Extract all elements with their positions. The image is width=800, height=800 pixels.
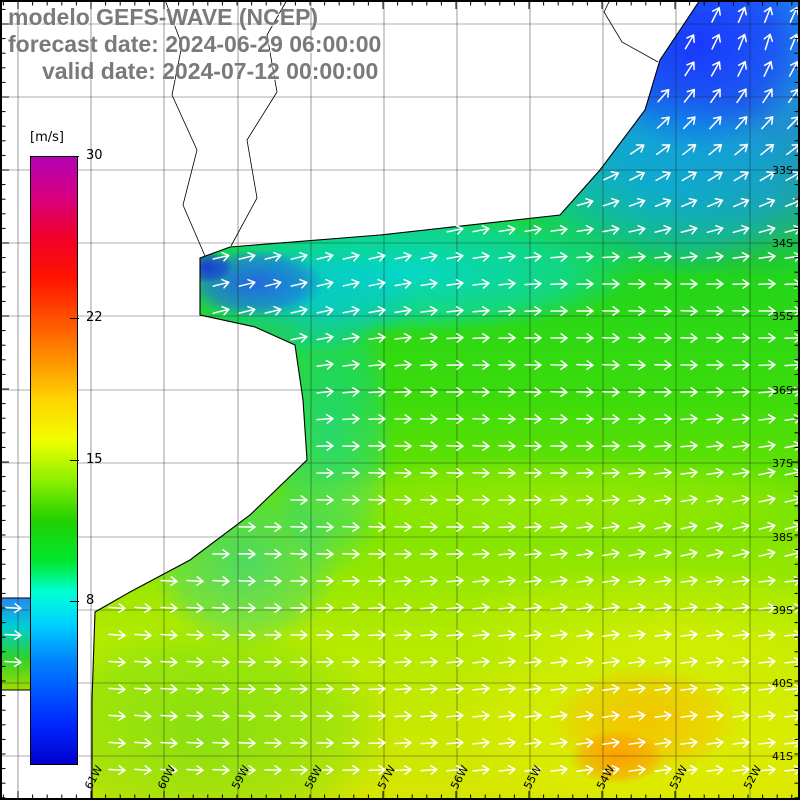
lat-label: 33S — [772, 164, 793, 177]
colorbar-tick-label: 30 — [86, 148, 103, 163]
latitude-labels: 33S 34S 35S 36S 37S 38S 39S 40S 41S — [772, 164, 793, 763]
lat-label: 39S — [772, 604, 793, 617]
lat-label: 35S — [772, 310, 793, 323]
wind-direction-arrows — [4, 6, 800, 776]
lat-label: 41S — [772, 750, 793, 763]
colorbar-tick-mark — [70, 459, 79, 461]
colorbar: [m/s] 30 22 15 8 — [28, 130, 158, 790]
colorbar-tick-label: 22 — [86, 309, 103, 325]
colorbar-tick-mark — [70, 601, 79, 603]
colorbar-unit-label: [m/s] — [30, 130, 64, 145]
lat-label: 34S — [772, 237, 793, 250]
colorbar-tick-label: 15 — [86, 451, 103, 467]
colorbar-tick-mark — [70, 156, 79, 157]
lat-label: 37S — [772, 457, 793, 470]
colorbar-tick-label: 8 — [86, 593, 95, 609]
lat-label: 40S — [772, 677, 793, 690]
coastline — [91, 0, 701, 800]
colorbar-tick-mark — [70, 317, 79, 319]
colorbar-gradient — [30, 156, 78, 765]
lat-label: 36S — [772, 384, 793, 397]
rivers-and-borders — [164, 0, 659, 257]
lat-label: 38S — [772, 531, 793, 544]
